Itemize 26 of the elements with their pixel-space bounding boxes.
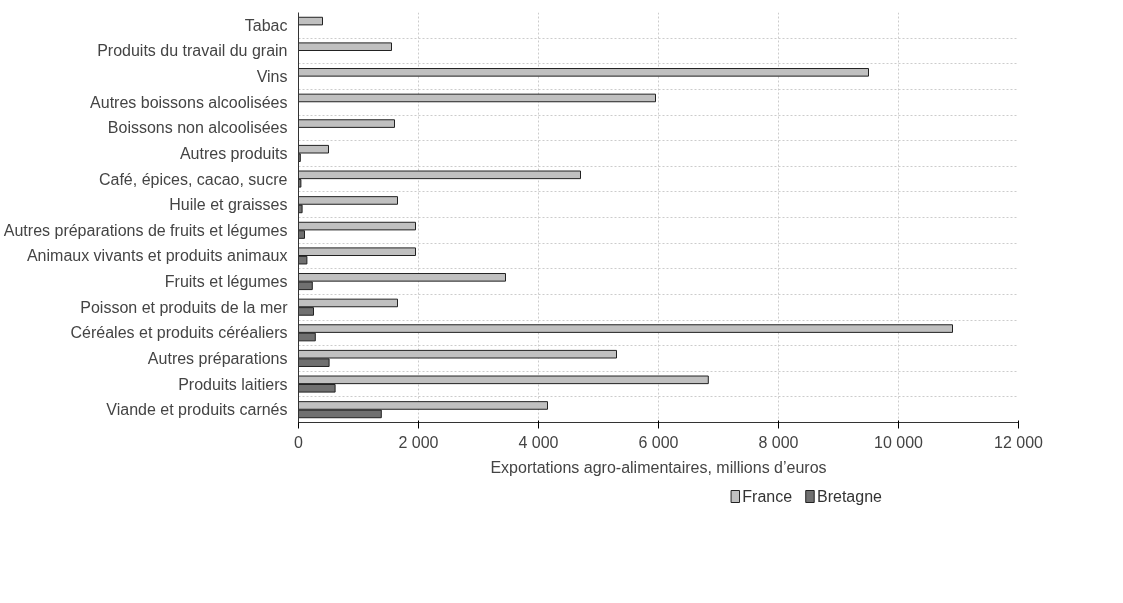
y-tick-label: Produits du travail du grain — [97, 42, 288, 60]
x-tick-label: 4 000 — [518, 433, 559, 451]
legend-label: France — [742, 488, 793, 505]
x-tick-label: 10 000 — [874, 433, 924, 451]
y-tick-label: Poisson et produits de la mer — [80, 298, 289, 316]
y-tick-label: Animaux vivants et produits animaux — [26, 247, 288, 265]
y-tick-label: Céréales et produits céréaliers — [70, 324, 288, 342]
y-tick-label: Boissons non alcoolisées — [107, 119, 288, 137]
x-tick-label: 12 000 — [994, 433, 1044, 451]
y-tick-label: Fruits et légumes — [164, 273, 288, 291]
y-tick-label: Autres préparations — [147, 349, 288, 367]
legend-label: Bretagne — [817, 488, 883, 505]
x-axis-title: Exportations agro-alimentaires, millions d’euros — [490, 458, 827, 476]
y-tick-label: Viande et produits carnés — [106, 401, 288, 419]
y-tick-label: Autres produits — [179, 144, 288, 162]
x-tick-label: 8 000 — [758, 433, 799, 451]
y-tick-label: Tabac — [244, 16, 288, 34]
y-tick-label: Café, épices, cacao, sucre — [98, 170, 288, 188]
y-tick-label: Vins — [256, 68, 288, 86]
y-tick-label: Autres boissons alcoolisées — [90, 93, 288, 111]
x-tick-label: 0 — [294, 433, 304, 451]
x-tick-label: 6 000 — [638, 433, 679, 451]
x-tick-label: 2 000 — [398, 433, 439, 451]
y-tick-label: Huile et graisses — [169, 196, 288, 214]
y-tick-label: Produits laitiers — [178, 375, 288, 393]
y-tick-label: Autres préparations de fruits et légumes — [3, 221, 288, 239]
